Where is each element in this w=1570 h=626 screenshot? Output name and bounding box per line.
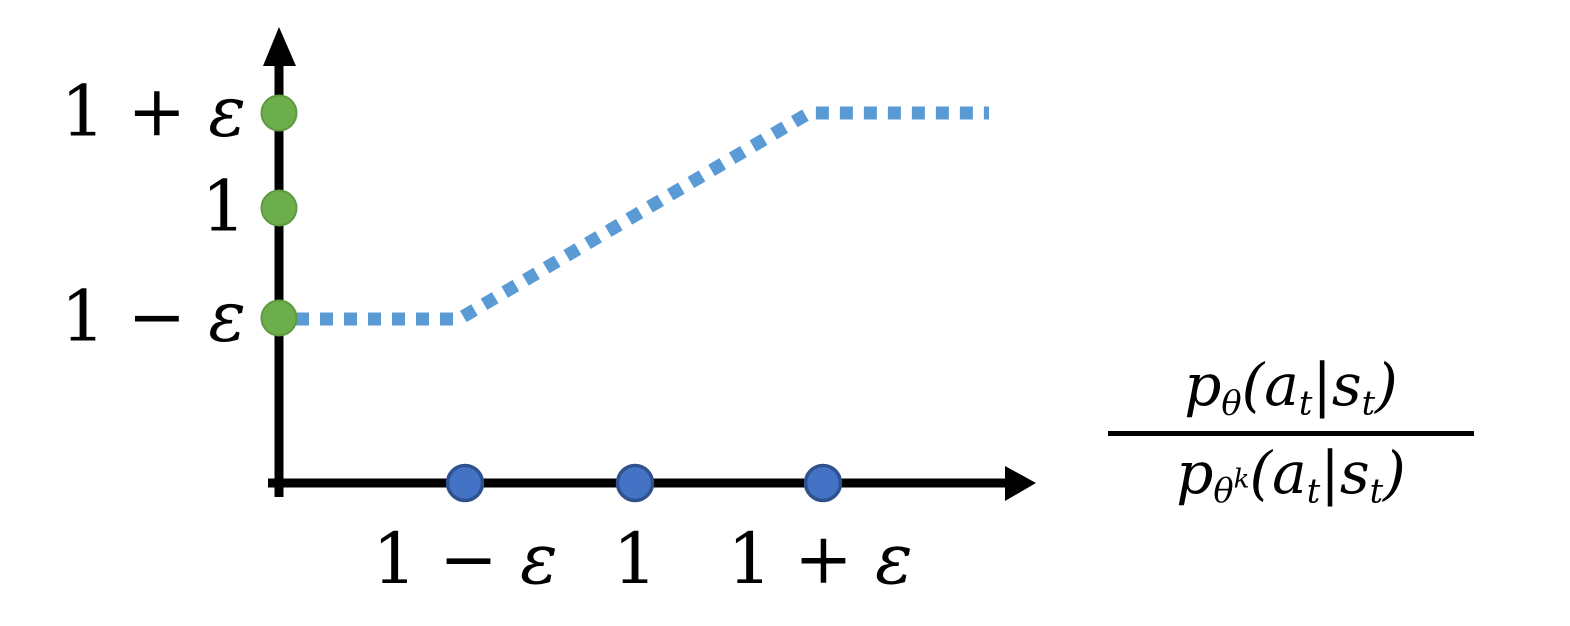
formula-s: s <box>1339 439 1370 508</box>
formula-close-paren: ) <box>1383 439 1406 508</box>
formula-k-superscript: k <box>1233 465 1250 496</box>
formula-theta: θ <box>1213 471 1234 511</box>
formula-a: a <box>1264 351 1299 419</box>
x-tick-label-1-plus-eps: 1 + ε <box>727 524 912 594</box>
formula-open-paren: ( <box>1249 439 1273 508</box>
x-tick-dot <box>445 463 485 503</box>
formula-s: s <box>1331 351 1362 419</box>
x-tick-label-1-minus-eps: 1 − ε <box>372 524 557 594</box>
y-axis-arrowhead-icon <box>263 27 296 66</box>
x-axis-label-formula: pθ(at|st) pθk(at|st) <box>1108 352 1474 511</box>
x-tick-label-text: 1 <box>612 518 658 600</box>
epsilon-symbol: ε <box>520 518 558 600</box>
formula-pipe: | <box>1312 351 1332 419</box>
y-tick-label-1: 1 <box>201 172 246 242</box>
y-tick-dot <box>260 189 298 227</box>
y-tick-label-text: 1 − <box>60 275 209 358</box>
formula-pipe: | <box>1320 439 1340 508</box>
x-axis-arrowhead-icon <box>1005 466 1036 501</box>
formula-denominator: pθk(at|st) <box>1166 440 1416 511</box>
x-tick-dot <box>615 463 655 503</box>
y-tick-label-1-minus-eps: 1 − ε <box>61 282 246 352</box>
y-tick-label-text: 1 <box>201 165 246 248</box>
formula-t-subscript: t <box>1298 383 1313 423</box>
y-tick-label-text: 1 + <box>60 70 209 153</box>
formula-t-subscript: t <box>1361 383 1376 423</box>
x-tick-label-text: 1 − <box>372 518 521 600</box>
y-tick-label-1-plus-eps: 1 + ε <box>61 77 246 147</box>
formula-numerator: pθ(at|st) <box>1174 352 1408 423</box>
formula-theta-subscript: θ <box>1221 383 1242 423</box>
formula-t-subscript: t <box>1369 471 1384 511</box>
formula-open-paren: ( <box>1241 351 1265 419</box>
clip-function-line <box>296 106 989 326</box>
formula-p: p <box>1176 439 1214 508</box>
x-tick-label-text: 1 + <box>727 518 876 600</box>
epsilon-symbol: ε <box>208 70 246 153</box>
epsilon-symbol: ε <box>875 518 913 600</box>
y-tick-dot <box>260 94 298 132</box>
y-tick-dot <box>260 299 298 337</box>
fraction-bar <box>1108 431 1474 437</box>
formula-close-paren: ) <box>1375 351 1398 419</box>
x-tick-dot <box>803 463 843 503</box>
formula-t-subscript: t <box>1306 471 1321 511</box>
formula-p: p <box>1184 351 1222 419</box>
epsilon-symbol: ε <box>208 275 246 358</box>
formula-a: a <box>1272 439 1307 508</box>
formula-theta-k-subscript: θk <box>1213 465 1249 511</box>
x-tick-label-1: 1 <box>613 524 658 594</box>
